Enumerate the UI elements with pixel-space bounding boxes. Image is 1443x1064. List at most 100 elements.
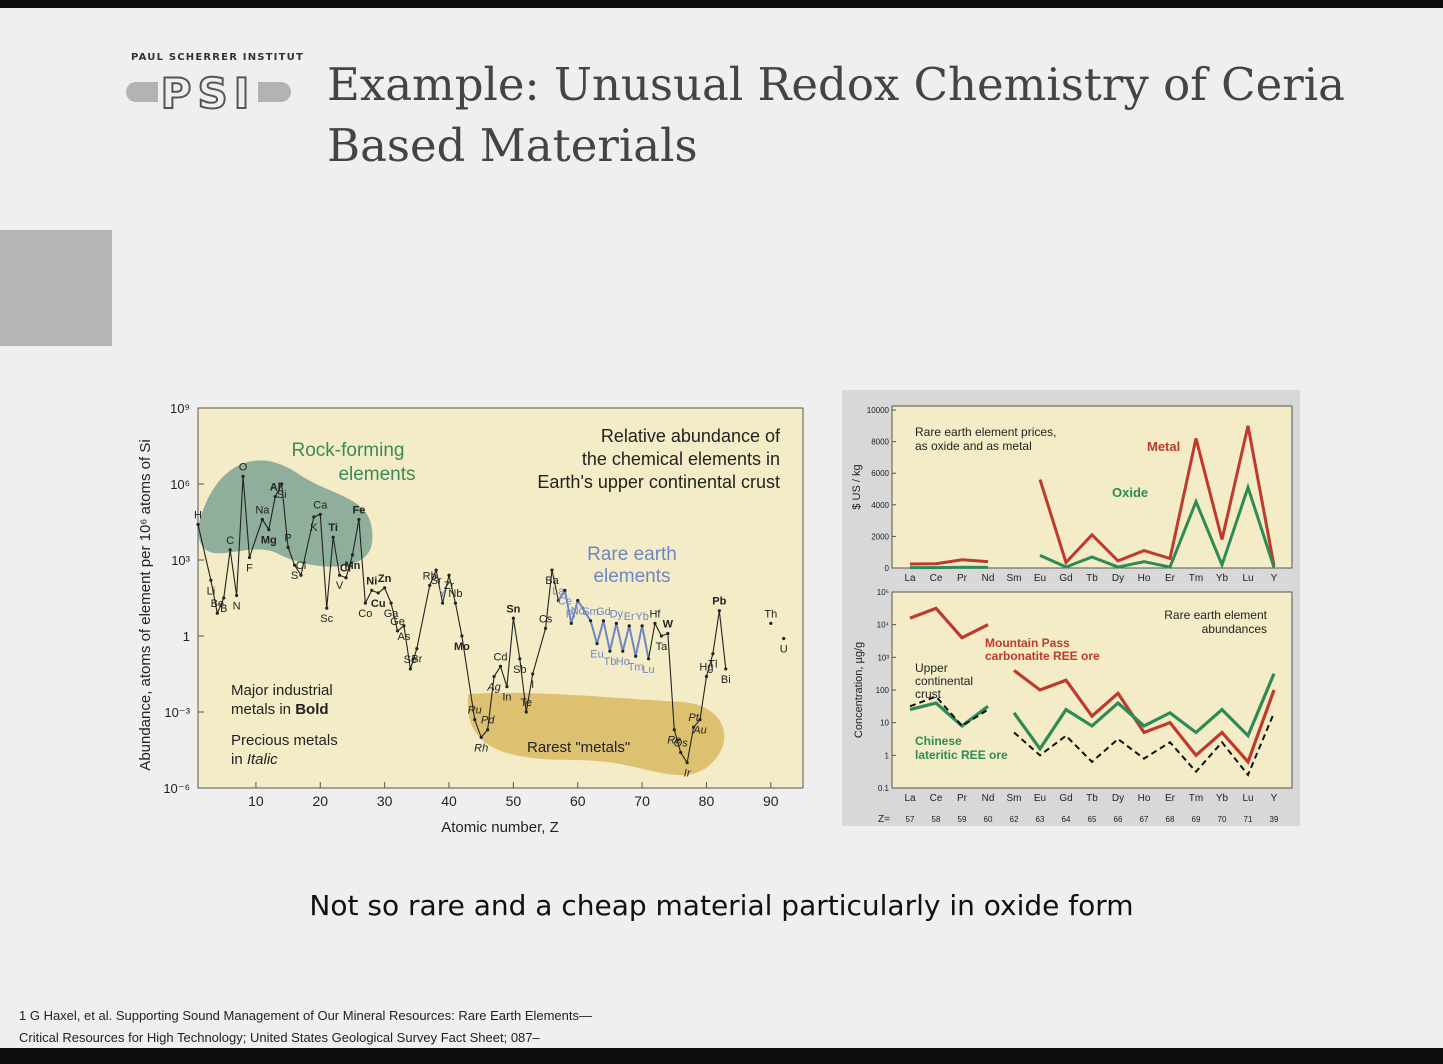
abund-title-1: Rare earth element: [1164, 608, 1267, 622]
element-label: O: [239, 461, 248, 473]
element-point: [337, 573, 342, 577]
element-point: [370, 588, 374, 592]
price-x-tick-label: Lu: [1242, 573, 1253, 584]
slide-caption: Not so rare and a cheap material particu…: [309, 889, 1134, 922]
y-tick-label: 10⁶: [170, 477, 190, 492]
abundance-segment: [416, 585, 431, 649]
abund-series-line: [1013, 669, 1276, 765]
precious-label-2: in Italic: [231, 751, 278, 768]
abundance-x-label: Atomic number, Z: [441, 819, 559, 836]
element-label: N: [233, 600, 241, 612]
element-point: [325, 606, 329, 610]
atomic-number-label: 62: [1010, 815, 1019, 824]
rarest-metals-region: [467, 692, 725, 776]
element-point: [280, 482, 284, 486]
abundance-segment: [429, 569, 437, 586]
element-point: [672, 728, 676, 732]
price-y-tick-label: 0: [885, 564, 890, 573]
abund-title-2: abundances: [1202, 622, 1267, 636]
precious-label-1: Precious metals: [231, 732, 338, 749]
element-label: Ag: [486, 682, 501, 694]
element-label: Li: [207, 585, 216, 597]
element-point: [769, 621, 773, 625]
element-point: [685, 761, 689, 765]
atomic-number-label: 66: [1114, 815, 1123, 824]
price-y-tick-label: 6000: [871, 469, 889, 478]
y-tick-label: 10⁹: [170, 401, 190, 416]
element-point: [453, 601, 458, 605]
abundance-segment: [461, 635, 476, 720]
slide: PAUL SCHERRER INSTITUT PSI Example: Unus…: [0, 8, 1443, 1048]
x-tick-label: 40: [441, 793, 457, 809]
abundance-segment: [242, 476, 251, 558]
element-point: [479, 735, 483, 739]
element-label: Yb: [635, 611, 648, 623]
element-label: Ho: [616, 656, 630, 668]
price-x-tick-label: Er: [1165, 573, 1176, 584]
abund-x-tick-label: Gd: [1059, 793, 1072, 804]
element-point: [550, 568, 554, 572]
element-label: Rb: [423, 570, 437, 582]
element-label: V: [336, 580, 344, 592]
price-x-tick-label: Sm: [1007, 573, 1022, 584]
abundance-segment: [628, 625, 637, 657]
x-tick-label: 60: [570, 793, 586, 809]
abundance-segment: [712, 610, 720, 654]
price-y-tick-label: 4000: [871, 501, 889, 510]
abundance-segment: [403, 625, 411, 670]
abundance-chart: 10 20 30 40 50 60 70 80 90 10⁹ 10⁶ 10³ 1 10⁻³ 10⁻⁶ H Li…: [137, 401, 804, 836]
x-tick-label: 10: [248, 793, 264, 809]
element-label: I: [531, 679, 534, 691]
element-point: [563, 588, 567, 592]
element-label: Al: [270, 482, 281, 494]
abundance-segment: [570, 600, 579, 624]
atomic-number-label: 57: [906, 815, 915, 824]
price-y-tick-label: 2000: [871, 532, 889, 541]
element-point: [717, 609, 721, 613]
element-point: [428, 583, 432, 587]
element-label: Mg: [261, 535, 277, 547]
abundance-segment: [602, 620, 611, 652]
element-point: [196, 522, 200, 527]
element-label: Sn: [506, 603, 520, 615]
reference-footnote: 1 G Haxel, et al. Supporting Sound Manag…: [19, 1005, 592, 1048]
element-point: [395, 629, 400, 633]
element-label: Y: [439, 588, 447, 600]
abundance-segment: [319, 514, 328, 609]
element-label: In: [502, 692, 511, 704]
element-label: Sm: [582, 606, 599, 618]
element-point: [260, 517, 264, 522]
element-label: Ba: [545, 575, 559, 587]
element-label: Sc: [320, 613, 333, 625]
element-label: Ce: [558, 595, 572, 607]
abundance-segment: [634, 625, 644, 657]
element-label: P: [284, 532, 291, 544]
abundance-segment: [693, 719, 701, 728]
price-x-tick-label: Tm: [1189, 573, 1203, 584]
element-point: [331, 535, 335, 539]
abund-x-tick-label: Sm: [1007, 793, 1022, 804]
price-x-tick-label: Pr: [957, 573, 968, 584]
element-label: Na: [255, 504, 270, 516]
element-point: [486, 728, 490, 732]
element-label: Er: [624, 611, 635, 623]
crust-label-2: continental: [915, 674, 973, 688]
element-label: La: [552, 586, 565, 598]
atomic-number-label: 64: [1062, 815, 1071, 824]
abundance-segment: [621, 625, 631, 652]
element-point: [312, 515, 316, 519]
atomic-number-label: 70: [1218, 815, 1227, 824]
price-x-tick-label: Ho: [1138, 573, 1151, 584]
abundance-segment: [493, 666, 501, 677]
abund-x-tick-label: Tb: [1086, 793, 1098, 804]
element-label: Pt: [688, 712, 699, 724]
element-label: Br: [411, 654, 422, 666]
element-point: [698, 718, 702, 722]
abundance-segment: [525, 673, 534, 713]
element-label: Ru: [468, 705, 482, 717]
element-label: Eu: [590, 649, 603, 661]
element-label: Nd: [571, 606, 585, 618]
element-label: Cr: [340, 563, 353, 575]
abundance-segment: [364, 590, 373, 604]
abund-plot-bg: [891, 591, 1293, 789]
